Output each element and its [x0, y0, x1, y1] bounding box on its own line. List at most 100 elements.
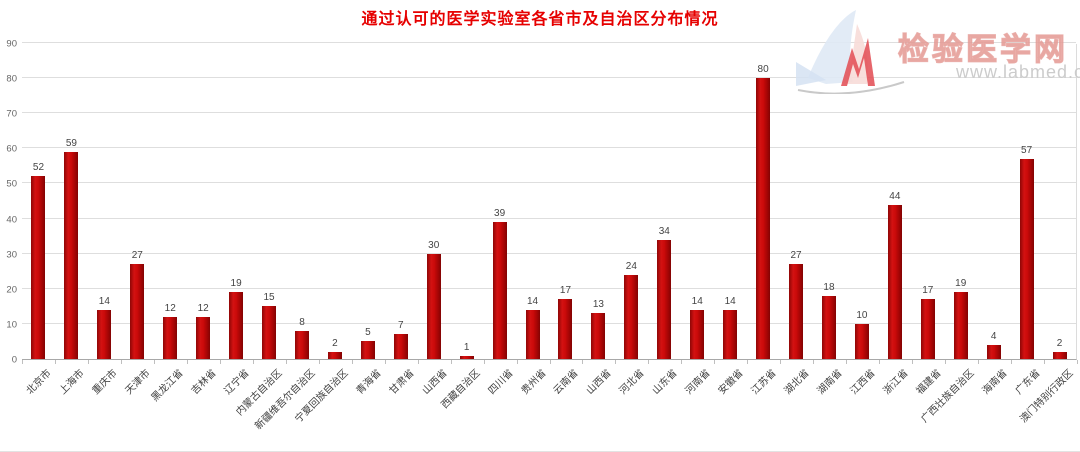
x-axis-label: 吉林省	[189, 367, 219, 397]
x-axis-ticks	[22, 360, 1078, 364]
bar-value-label: 2	[1056, 337, 1063, 349]
y-axis-tick-label: 40	[6, 214, 17, 226]
bar-value-label: 14	[724, 295, 736, 307]
bar	[229, 292, 244, 359]
gridline	[22, 42, 1076, 43]
bar	[294, 330, 309, 359]
x-axis-label: 安徽省	[716, 367, 746, 397]
y-axis-tick-label: 20	[6, 284, 17, 296]
axis-tick	[483, 360, 485, 364]
axis-tick	[846, 360, 848, 364]
bar-column: 8 新疆维吾尔自治区	[253, 44, 319, 432]
y-axis-tick-label: 0	[11, 354, 17, 366]
bar-value-label: 14	[526, 295, 539, 307]
bar	[591, 313, 606, 359]
bar-value-label: 52	[32, 162, 45, 174]
x-axis-label: 山东省	[650, 367, 680, 397]
bar-column: 19 广西壮族自治区	[919, 44, 977, 425]
axis-tick	[681, 360, 683, 364]
bar-column: 1 西藏自治区	[439, 44, 483, 411]
axis-tick	[747, 360, 749, 364]
axis-tick	[252, 360, 254, 364]
bar	[756, 78, 771, 359]
gridline	[22, 287, 1076, 289]
y-axis: 0 10 20 30 40 50 60 70 80 90	[0, 39, 19, 366]
axis-tick	[945, 360, 947, 364]
bar-column: 80 江苏省	[747, 44, 780, 397]
axis-tick	[912, 360, 914, 364]
bar	[887, 204, 902, 359]
axis-tick	[813, 360, 815, 364]
axis-tick	[1077, 360, 1078, 364]
bar	[789, 264, 804, 359]
x-axis-label: 重庆市	[90, 367, 120, 397]
x-axis-label: 北京市	[25, 367, 55, 397]
bar	[1052, 351, 1067, 359]
bar-value-label: 1	[463, 341, 470, 353]
x-axis-label: 河北省	[617, 367, 647, 397]
bar-value-label: 10	[856, 309, 868, 321]
bar-column: 39 四川省	[483, 44, 516, 397]
bar	[64, 151, 79, 359]
bar	[459, 355, 474, 359]
axis-tick	[978, 360, 980, 364]
axis-tick	[285, 360, 287, 364]
bar	[723, 309, 738, 359]
axis-tick	[318, 360, 320, 364]
bar-value-label: 12	[164, 302, 176, 314]
bar	[986, 344, 1001, 359]
axis-tick	[450, 360, 452, 364]
bar-column: 18 湖南省	[813, 44, 846, 397]
bar-value-label: 19	[955, 278, 967, 290]
bar-column: 15 内蒙古自治区	[234, 44, 286, 418]
bar	[525, 309, 540, 359]
bar-value-label: 34	[658, 225, 670, 237]
bar	[97, 309, 112, 359]
bar-value-label: 14	[98, 295, 110, 307]
bar-value-label: 19	[230, 278, 242, 290]
axis-tick	[120, 360, 122, 364]
bar-value-label: 14	[691, 295, 703, 307]
bar	[953, 292, 968, 359]
bar	[920, 299, 935, 359]
gridline	[22, 182, 1076, 184]
axis-tick	[714, 360, 716, 364]
bar	[196, 316, 211, 359]
bar-column: 34 山东省	[648, 44, 681, 397]
y-axis-tick-label: 80	[6, 73, 17, 85]
bar-column: 10 江西省	[845, 44, 878, 397]
x-axis-label: 上海市	[58, 367, 88, 397]
axis-tick	[417, 360, 419, 364]
bar	[690, 309, 705, 359]
axis-tick	[22, 360, 23, 364]
axis-tick	[219, 360, 221, 364]
x-axis-label: 四川省	[486, 367, 516, 397]
bar	[360, 341, 375, 359]
bar-value-label: 44	[889, 190, 901, 202]
bar-value-label: 80	[757, 64, 769, 76]
gridline	[22, 217, 1076, 219]
bar-column: 44 浙江省	[878, 44, 911, 397]
bar-value-label: 27	[131, 250, 143, 262]
bar-column: 2 宁夏回族自治区	[293, 44, 351, 425]
axis-tick	[186, 360, 188, 364]
axis-tick	[1011, 360, 1013, 364]
x-axis-label: 甘肃省	[387, 367, 417, 397]
axis-tick	[549, 360, 551, 364]
bar-value-label: 17	[559, 285, 572, 297]
gridline	[22, 147, 1076, 149]
axis-tick	[351, 360, 353, 364]
bar-column: 57 广东省	[1010, 44, 1043, 397]
gridline	[22, 77, 1076, 79]
bar-value-label: 15	[263, 292, 275, 304]
bar-value-label: 8	[299, 316, 305, 328]
bar-column: 17 云南省	[549, 44, 582, 397]
bar-value-label: 2	[332, 337, 338, 349]
bar	[31, 176, 46, 359]
axis-tick	[153, 360, 155, 364]
axis-tick	[648, 360, 650, 364]
x-axis-label: 青海省	[354, 367, 384, 397]
y-axis-tick-label: 50	[6, 178, 17, 190]
axis-tick	[87, 360, 89, 364]
